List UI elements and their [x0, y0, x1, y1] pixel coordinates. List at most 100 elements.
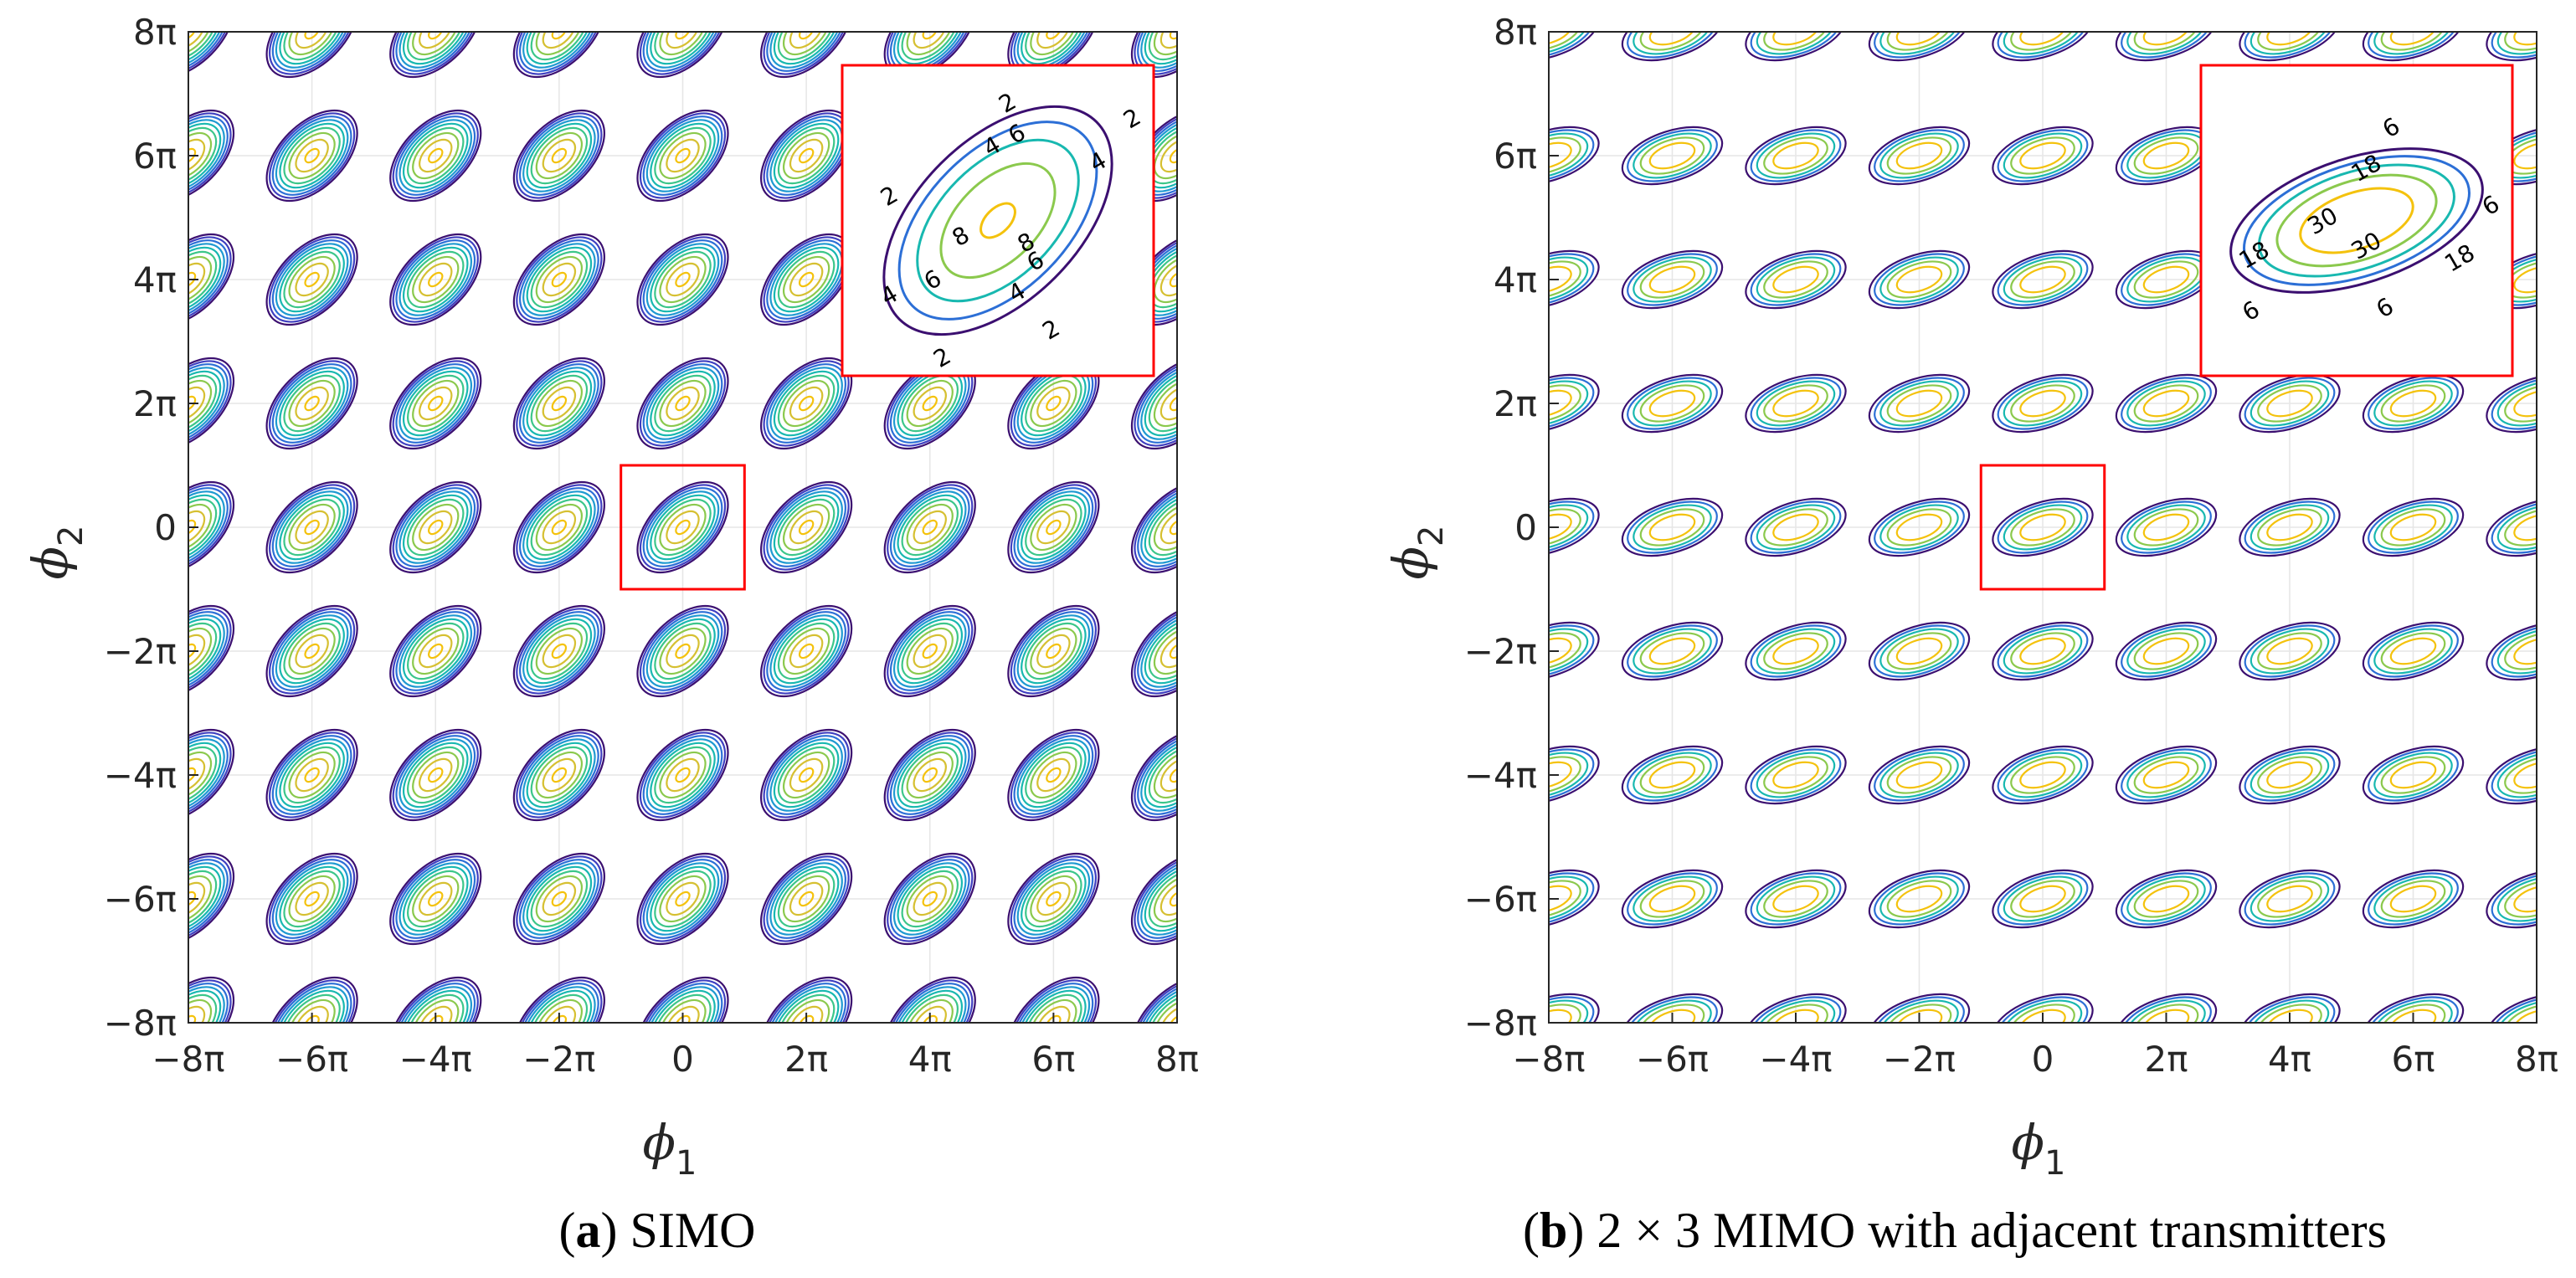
contour-line: [1137, 487, 1177, 567]
contour-line: [1137, 611, 1177, 691]
contour-line: [398, 32, 473, 69]
contour-line: [868, 1085, 992, 1209]
contour-line: [1262, 490, 1338, 565]
contour-line: [1146, 1116, 1208, 1178]
contour-line: [2010, 632, 2075, 670]
contour-line: [789, 262, 824, 297]
contour-line: [2121, 500, 2212, 554]
contour-line: [773, 865, 840, 932]
contour-line: [27, 1109, 102, 1184]
contour-line: [773, 122, 840, 189]
contour-peak: [636, 32, 729, 79]
contour-line: [2389, 32, 2437, 46]
contour-line: [773, 618, 840, 685]
caption-b: (b) 2 × 3 MIMO with adjacent transmitter…: [1523, 1203, 2387, 1258]
contour-line: [889, 487, 970, 567]
y-tick-label: −6π: [1464, 879, 1537, 920]
contour-line: [1549, 996, 1595, 1023]
contour-line: [1636, 1121, 1708, 1172]
contour-line: [1751, 1116, 1839, 1177]
contour-line: [188, 119, 225, 192]
contour-peak: [1130, 357, 1177, 450]
contour-line: [1130, 852, 1177, 946]
contour-line: [1134, 608, 1177, 695]
contour-line: [188, 239, 229, 320]
contour-line: [518, 859, 599, 939]
contour-line: [279, 32, 345, 65]
contour-line: [1400, 386, 1451, 421]
contour-line: [897, 865, 964, 932]
contour-line: [1648, 513, 1696, 541]
contour-peak: [2362, 621, 2465, 681]
contour-line: [1239, 589, 1363, 713]
contour-line: [271, 983, 352, 1023]
contour-line: [1639, 260, 1705, 299]
contour-line: [188, 622, 218, 680]
contour-line: [268, 608, 356, 695]
contour-line: [1279, 134, 1323, 177]
contour-line: [1772, 761, 1819, 789]
contour-line: [642, 239, 723, 320]
contour-line: [1169, 271, 1177, 288]
inset-contour-line: [2243, 155, 2471, 286]
contour-line: [1756, 504, 1836, 551]
contour-peak: [3, 1085, 127, 1209]
contour-line: [1262, 242, 1338, 317]
contour-line: [642, 735, 723, 815]
contour-line: [188, 989, 222, 1023]
contour-line: [268, 236, 356, 323]
contour-line: [268, 1103, 355, 1190]
contour-line: [1159, 634, 1177, 669]
contour-line: [188, 363, 229, 444]
contour-line: [636, 852, 729, 946]
contour-line: [2486, 373, 2537, 434]
contour-line: [1007, 728, 1100, 822]
contour-line: [1627, 500, 1718, 554]
contour-line: [889, 983, 970, 1023]
contour-line: [913, 510, 947, 545]
contour-line: [887, 855, 974, 942]
contour-line: [188, 983, 229, 1023]
contour-line: [395, 487, 476, 567]
contour-line: [1549, 875, 1589, 922]
contour-line: [1549, 132, 1589, 179]
contour-line: [1159, 138, 1177, 173]
contour-line: [275, 32, 349, 69]
contour-line: [271, 115, 352, 196]
contour-line: [2504, 880, 2537, 918]
contour-line: [1875, 1116, 1963, 1177]
contour-line: [650, 370, 716, 437]
contour-line: [1632, 999, 1712, 1023]
contour-line: [398, 367, 473, 440]
contour-line: [639, 236, 727, 323]
contour-line: [2389, 389, 2437, 418]
contour-line: [419, 262, 453, 297]
contour-line: [55, 23, 74, 41]
contour-line: [645, 367, 720, 440]
contour-line: [398, 614, 473, 688]
contour-line: [666, 262, 700, 297]
contour-peak: [1621, 621, 1724, 681]
contour-line: [2121, 624, 2212, 678]
contour-line: [1144, 370, 1177, 437]
contour-line: [188, 986, 225, 1023]
contour-line: [1894, 1129, 1945, 1164]
contour-peak: [1868, 993, 1971, 1023]
contour-line: [1750, 129, 1842, 182]
contour-line: [1632, 132, 1712, 179]
contour-line: [1886, 136, 1952, 175]
contour-line: [1549, 869, 1600, 929]
x-tick-label: 2π: [2144, 1039, 2188, 1080]
contour-line: [550, 1137, 568, 1156]
contour-line: [2250, 380, 2330, 427]
contour-line: [1879, 752, 1959, 798]
contour-line: [188, 881, 206, 916]
contour-line: [1375, 244, 1477, 316]
y-tick-label: 4π: [1494, 259, 1537, 300]
contour-line: [1036, 510, 1071, 545]
contour-line: [1007, 480, 1100, 574]
contour-line: [1159, 1005, 1177, 1023]
contour-line: [2003, 132, 2083, 179]
contour-line: [512, 32, 605, 79]
inset-background-a: [842, 65, 1154, 376]
